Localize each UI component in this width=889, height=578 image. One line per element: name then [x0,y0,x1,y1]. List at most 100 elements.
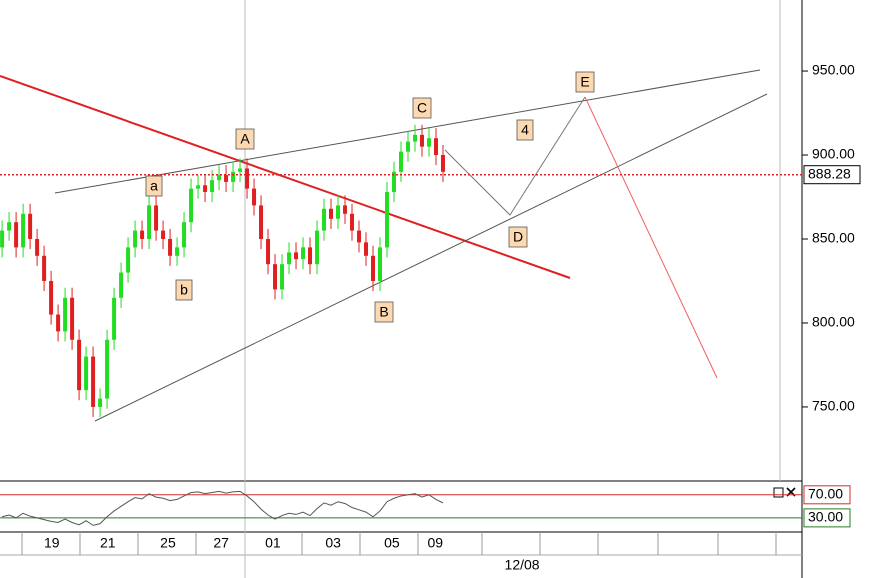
last-price-label: 888.28 [808,165,851,181]
trend-line [0,75,571,279]
candle-body [294,252,299,260]
x-tick-label: 05 [384,535,400,551]
last-price-box [803,165,861,185]
candle-body [329,208,334,219]
x-tick-label: 12/08 [505,557,540,573]
maximize-icon[interactable] [773,487,784,498]
date-separators [21,532,777,555]
candle-body [168,238,173,256]
candle-body [378,247,383,281]
candle-body [343,205,348,214]
marks [0,124,445,418]
candle-body [189,188,194,223]
y-tick-label: 900.00 [812,146,855,162]
candle-body [371,255,376,281]
candle-body [426,138,431,147]
candle-body [245,168,250,189]
candle-body [21,213,26,248]
candle-body [392,171,397,192]
wave-label: C [417,100,427,116]
candle-body [14,222,19,248]
candle-body [280,264,285,290]
y-tick-label: 800.00 [812,314,855,330]
candle-body [84,356,89,391]
wave-label: B [379,304,388,320]
candle-body [308,247,313,265]
candle-body [63,297,68,332]
rsi-level-box [803,485,851,505]
candle-body [140,230,145,239]
candle-body [133,230,138,248]
x-tick-label: 19 [44,535,60,551]
candle-body [259,205,264,239]
wave-label: E [580,74,589,90]
rsi-tick-label: 70.00 [808,486,843,502]
candle-body [322,208,327,231]
candle-body [315,230,320,265]
candle-body [119,272,124,298]
candle-body [28,213,33,239]
candle-body [42,255,47,281]
candle-body [77,339,82,391]
candle-body [266,238,271,265]
candle-body [147,205,152,239]
projection [584,96,718,379]
rsi-level-box [803,508,851,528]
wave-label: 4 [521,122,529,138]
trend-line [54,69,761,194]
candle-body [161,230,166,239]
candle-body [224,175,229,182]
candle-body [203,185,208,192]
candle-body [7,222,12,231]
y-tick-label: 950.00 [812,62,855,78]
candle-body [405,141,410,152]
candle-body [350,213,355,231]
candle-body [175,247,180,256]
y-tick-label: 850.00 [812,230,855,246]
candle-body [98,398,103,407]
candle-body [433,138,438,156]
candle-body [252,188,257,206]
wave-labels: a b A B C 4 D E [145,71,595,323]
x-tick-label: 09 [428,535,444,551]
candle-body [364,242,369,256]
wave-label: A [240,131,250,147]
x-tick-label: 27 [213,535,229,551]
x-tick-label: 03 [325,535,341,551]
candle-body [105,339,110,399]
candle-body [287,252,292,265]
candle-body [419,134,424,147]
candle-body [154,205,159,231]
candle-body [385,191,390,248]
y-tick-label: 750.00 [812,398,855,414]
candle-body [231,171,236,182]
candle-body [412,134,417,142]
candle-body [56,314,61,332]
trend-line [94,93,768,422]
rsi-line [1,490,444,526]
candle-body [301,247,306,260]
candle-body [399,151,403,172]
candle-body [0,230,5,248]
wave-label: a [150,178,158,194]
candle-body [440,155,445,172]
wave-label: b [180,282,188,298]
candle-body [49,280,54,315]
x-tick-label: 21 [100,535,116,551]
projection [444,96,586,216]
candle-body [126,247,131,273]
candle-body [91,356,96,407]
candle-body [196,185,201,189]
candle-body [210,180,215,192]
wave-label: D [513,229,523,245]
candle-body [336,205,341,219]
candle-body [217,175,222,181]
rsi-tick-label: 30.00 [808,509,843,525]
candle-body [70,297,75,340]
x-tick-label: 25 [160,535,176,551]
candle-body [238,168,243,172]
x-tick-label: 01 [265,535,281,551]
candle-body [182,222,187,248]
